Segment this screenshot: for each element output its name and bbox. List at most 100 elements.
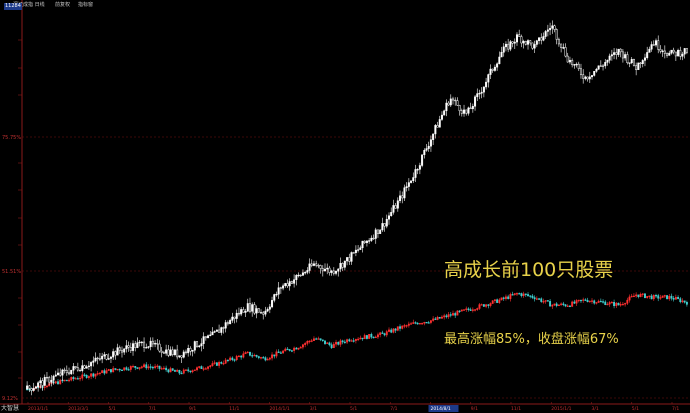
index-candle <box>264 357 267 361</box>
index-candle <box>282 350 285 354</box>
stock-candle <box>165 349 168 354</box>
stock-candle <box>529 40 532 44</box>
index-candle <box>443 315 446 318</box>
index-candle <box>630 295 633 298</box>
stock-candle <box>43 376 46 386</box>
index-candle <box>105 370 108 374</box>
stock-candle <box>154 343 157 345</box>
stock-candle <box>134 343 137 348</box>
index-candle <box>145 364 148 369</box>
index-candle <box>315 338 318 340</box>
stock-candle <box>178 355 181 358</box>
stock-candle <box>425 148 428 151</box>
stock-candle <box>533 44 536 49</box>
index-candle <box>445 315 448 318</box>
stock-candle <box>399 195 402 201</box>
stock-candle <box>624 54 627 59</box>
index-candle <box>474 309 477 311</box>
index-candle <box>460 309 463 312</box>
stock-candle <box>317 264 320 267</box>
stock-candle <box>385 218 388 227</box>
stock-candle <box>125 345 128 350</box>
stock-candle <box>68 372 71 375</box>
index-candle <box>346 339 349 343</box>
stock-candle <box>500 52 503 58</box>
stock-candle <box>341 263 344 268</box>
stock-candle <box>361 240 364 249</box>
stock-candle <box>401 195 404 199</box>
stock-candle <box>427 145 430 149</box>
index-candle <box>273 354 276 357</box>
annotation-title: 高成长前100只股票 <box>444 259 614 281</box>
stock-candle <box>434 125 437 135</box>
index-candle <box>244 352 247 355</box>
stock-candle <box>268 306 271 310</box>
index-candle <box>204 368 207 370</box>
index-candle <box>308 340 311 343</box>
index-candle <box>297 347 300 350</box>
stock-candle <box>518 34 521 37</box>
stock-candle <box>330 270 333 273</box>
stock-candle <box>496 63 499 68</box>
stock-candle <box>204 336 207 339</box>
stock-candle <box>597 65 600 70</box>
index-candle <box>471 309 474 311</box>
index-candle <box>531 295 534 298</box>
stock-candle <box>202 336 205 344</box>
index-candle <box>317 338 320 340</box>
index-candle <box>628 296 631 301</box>
index-candle <box>151 366 154 369</box>
index-candle <box>377 334 379 338</box>
stock-candle <box>277 287 280 295</box>
stock-candle <box>74 366 77 368</box>
stock-candle <box>187 348 190 354</box>
index-candle <box>187 369 190 372</box>
index-candle <box>454 313 457 316</box>
stock-candle <box>312 263 315 266</box>
index-candle <box>222 362 225 365</box>
stock-candle <box>162 352 165 354</box>
stock-candle <box>602 65 605 67</box>
stock-candle <box>200 343 203 347</box>
x-tick-label: 2014/1/1 <box>270 406 290 412</box>
index-candle <box>94 373 97 377</box>
index-candle <box>72 377 75 379</box>
index-candle <box>268 357 271 360</box>
stock-candle <box>297 274 300 277</box>
index-candle <box>112 368 115 373</box>
stock-candle <box>180 355 183 358</box>
stock-candle <box>535 40 538 45</box>
stock-candle <box>92 360 95 363</box>
stock-candle <box>173 349 176 355</box>
stock-candle <box>264 310 267 315</box>
stock-candle <box>215 329 218 332</box>
stock-candle <box>315 263 318 266</box>
index-candle <box>365 335 368 339</box>
index-candle <box>46 385 48 388</box>
index-candle <box>452 313 454 316</box>
index-candle <box>107 369 110 371</box>
index-candle <box>538 298 540 300</box>
stock-candle <box>107 358 110 360</box>
stock-candle <box>555 29 558 40</box>
stock-candle <box>193 341 196 351</box>
stock-candle <box>613 52 616 55</box>
stock-candle <box>290 281 293 284</box>
index-candle <box>65 379 68 382</box>
stock-candle <box>365 240 368 244</box>
index-candle <box>114 368 117 370</box>
index-candle <box>215 362 218 366</box>
stock-candle <box>476 93 479 98</box>
index-candle <box>390 329 393 333</box>
stock-candle <box>218 329 221 333</box>
index-candle <box>580 299 582 302</box>
index-candle <box>562 303 565 305</box>
index-candle <box>480 304 483 306</box>
index-candle <box>478 304 481 309</box>
index-candle <box>595 302 598 304</box>
stock-candle <box>443 110 446 116</box>
index-candle <box>125 367 128 370</box>
stock-candle <box>396 200 399 209</box>
stock-candle <box>407 182 410 187</box>
index-candle <box>368 334 371 339</box>
